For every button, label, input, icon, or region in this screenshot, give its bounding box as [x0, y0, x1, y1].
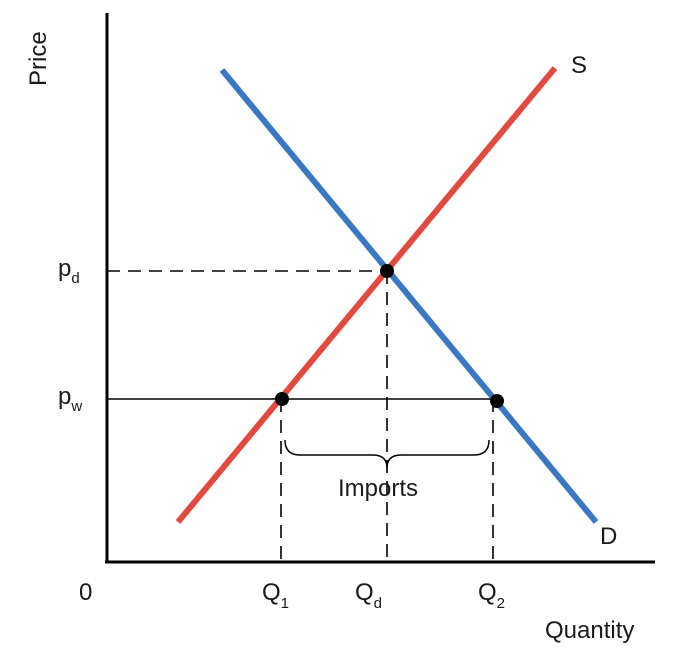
imports-brace — [284, 439, 490, 469]
origin-label: 0 — [79, 579, 92, 606]
pd-label: pd — [58, 255, 80, 287]
q2-point — [490, 394, 504, 408]
x-axis-label: Quantity — [545, 617, 634, 644]
demand-label: D — [600, 523, 617, 550]
imports-label: Imports — [338, 475, 418, 502]
q2-label: Q2 — [478, 579, 505, 612]
q1-point — [275, 392, 289, 406]
demand-curve — [219, 68, 599, 524]
supply-curve — [175, 66, 558, 524]
supply-label: S — [571, 52, 587, 79]
q1-label: Q1 — [262, 579, 289, 612]
pw-label: pw — [58, 383, 82, 415]
domestic-equilibrium-point — [380, 264, 394, 278]
qd-label: Qd — [355, 579, 382, 612]
y-axis-label: Price — [25, 31, 52, 86]
